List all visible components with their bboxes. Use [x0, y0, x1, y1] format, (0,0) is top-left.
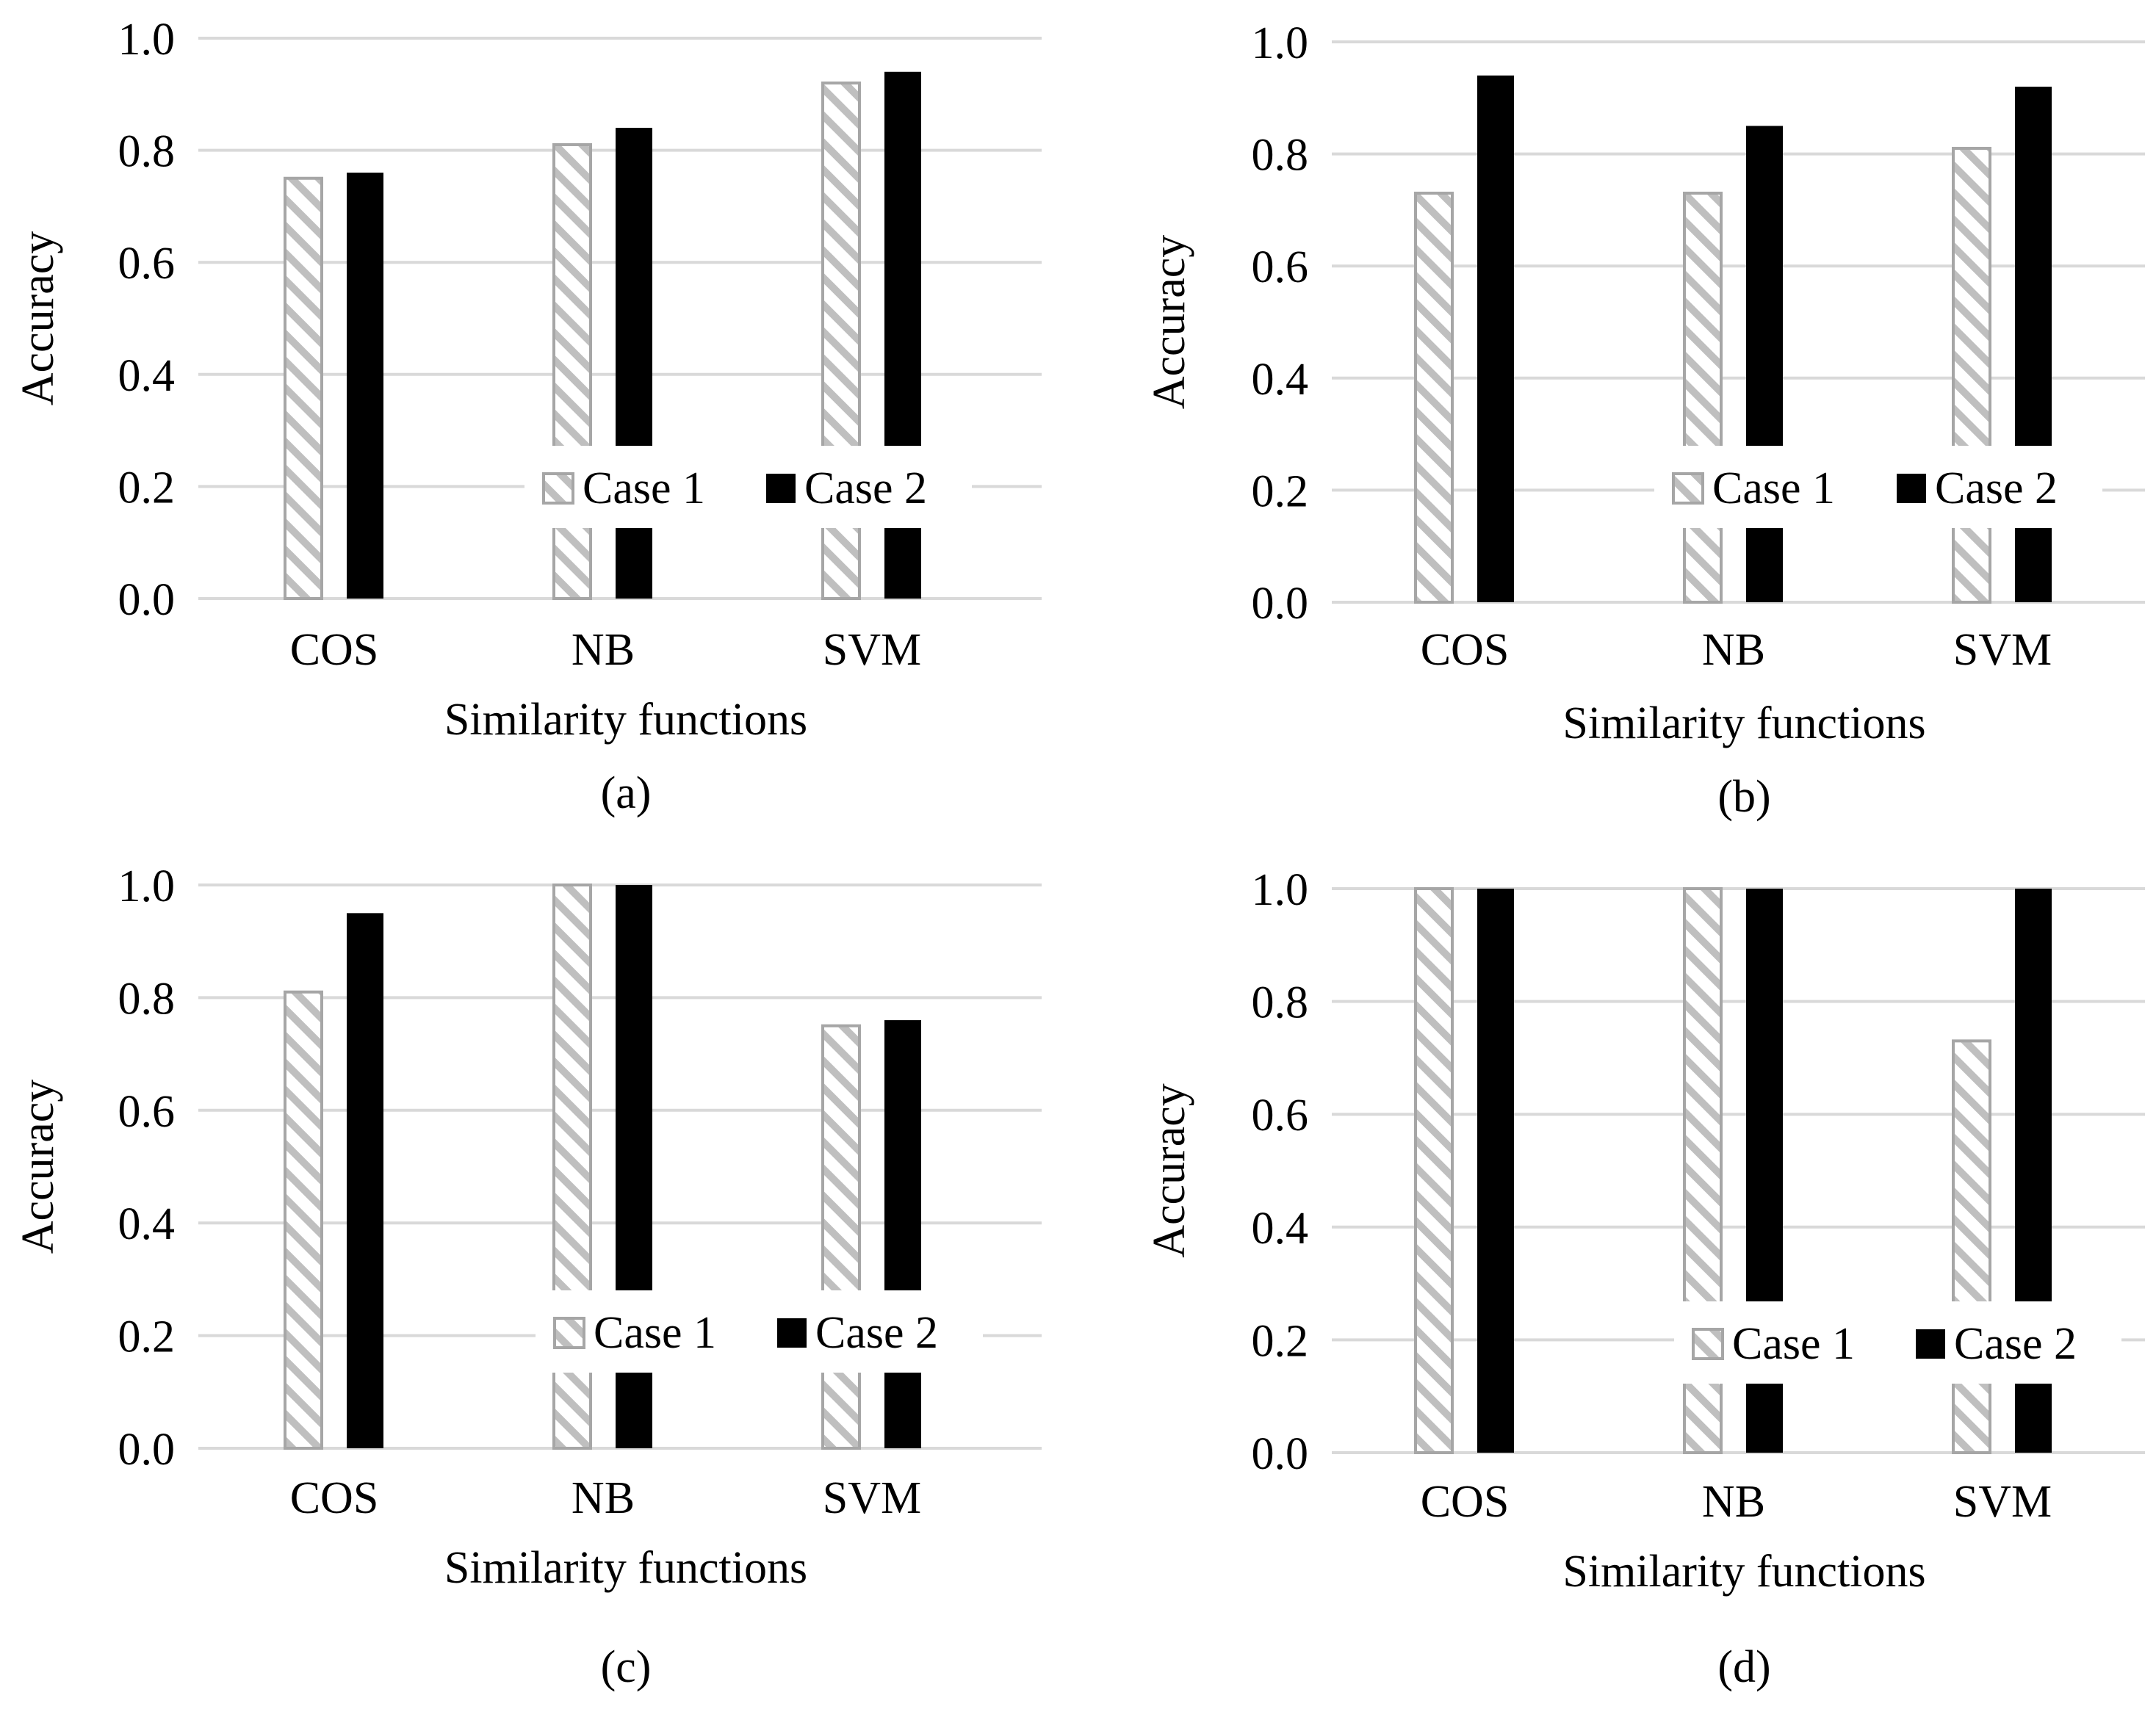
- panel-label: (a): [601, 768, 652, 818]
- legend-label-case2: Case 2: [1954, 1319, 2077, 1369]
- legend: Case 1 Case 2: [1674, 1301, 2121, 1384]
- legend-swatch-case1: [542, 472, 574, 505]
- y-tick-label: 1.0: [1252, 18, 1309, 68]
- bar-case1-nb: [1683, 192, 1723, 604]
- y-tick-label: 1.0: [118, 861, 176, 911]
- x-tick-label: NB: [1702, 625, 1765, 675]
- y-tick-label: 1.0: [118, 15, 176, 65]
- legend-label-case1: Case 1: [1712, 463, 1835, 513]
- bar-case1-nb: [552, 142, 592, 601]
- legend-swatch-case1: [1692, 1328, 1724, 1360]
- y-tick-label: 0.6: [118, 1087, 176, 1137]
- y-axis-label: Accuracy: [13, 1080, 63, 1254]
- legend: Case 1 Case 2: [1654, 446, 2102, 528]
- y-tick-label: 0.2: [118, 1312, 176, 1362]
- legend-swatch-case2: [777, 1318, 807, 1348]
- y-tick-label: 0.4: [1252, 1204, 1309, 1254]
- y-axis-label: Accuracy: [1144, 235, 1194, 410]
- y-tick-label: 0.6: [118, 239, 176, 289]
- y-tick-label: 0.8: [1252, 978, 1309, 1028]
- chart-panel-2: 0.0 0.2 0.4 0.6 0.8 1.0 Accuracy COS NB SVM Simila…: [1144, 18, 2145, 822]
- x-axis-label: Similarity functions: [444, 695, 807, 745]
- legend-label-case2: Case 2: [804, 463, 927, 513]
- x-tick-label: COS: [1421, 1477, 1510, 1527]
- x-axis-label: Similarity functions: [1562, 698, 1925, 748]
- y-tick-label: 0.0: [1252, 579, 1309, 629]
- legend: Case 1 Case 2: [536, 1290, 983, 1373]
- panel-label: (b): [1717, 772, 1770, 822]
- y-tick-label: 0.8: [1252, 131, 1309, 181]
- x-tick-label: COS: [290, 1473, 379, 1523]
- x-tick-label: NB: [572, 625, 635, 675]
- y-tick-label: 0.2: [1252, 1316, 1309, 1366]
- legend-background: [1654, 446, 2102, 528]
- legend-swatch-case1: [553, 1317, 585, 1349]
- panel-label: (d): [1717, 1642, 1770, 1692]
- legend-label-case2: Case 2: [815, 1308, 938, 1358]
- legend-swatch-case1: [1672, 472, 1704, 505]
- legend-swatch-case2: [1897, 474, 1926, 503]
- y-tick-label: 0.0: [118, 575, 176, 625]
- bar-case2-nb: [1746, 126, 1783, 602]
- y-tick-label: 0.0: [118, 1425, 176, 1475]
- y-tick-label: 0.2: [118, 463, 176, 513]
- legend-swatch-case2: [1916, 1329, 1945, 1359]
- y-tick-label: 0.4: [118, 351, 176, 401]
- legend: Case 1 Case 2: [524, 446, 972, 528]
- y-tick-label: 0.2: [1252, 466, 1309, 516]
- x-axis-label: Similarity functions: [1562, 1547, 1925, 1597]
- x-tick-label: COS: [290, 625, 379, 675]
- bar-case2-cos: [1477, 75, 1514, 602]
- y-axis-label: Accuracy: [1144, 1083, 1194, 1258]
- legend-background: [1674, 1301, 2121, 1384]
- x-tick-label: SVM: [823, 1473, 921, 1523]
- bar-case2-cos: [347, 913, 383, 1448]
- y-axis-label: Accuracy: [13, 231, 63, 406]
- legend-label-case1: Case 1: [583, 463, 705, 513]
- x-axis-label: Similarity functions: [444, 1543, 807, 1593]
- x-tick-label: SVM: [1953, 625, 2052, 675]
- y-tick-label: 0.6: [1252, 1091, 1309, 1141]
- bar-case1-cos: [1414, 887, 1454, 1454]
- x-tick-label: NB: [1702, 1477, 1765, 1527]
- legend-background: [524, 446, 972, 528]
- y-tick-label: 0.8: [118, 974, 176, 1024]
- chart-panel-1: 0.0 0.2 0.4 0.6 0.8 1.0 Accuracy COS NB SVM Simila…: [13, 15, 1042, 818]
- x-tick-label: COS: [1421, 625, 1510, 675]
- bar-case1-svm: [1952, 146, 1991, 604]
- legend-swatch-case2: [766, 474, 796, 503]
- bar-case1-svm: [821, 1024, 861, 1450]
- bar-case1-svm: [1952, 1039, 1991, 1454]
- x-tick-label: SVM: [1953, 1477, 2052, 1527]
- y-tick-label: 0.0: [1252, 1429, 1309, 1479]
- y-tick-label: 1.0: [1252, 865, 1309, 915]
- y-tick-label: 0.4: [1252, 355, 1309, 405]
- chart-panel-4: 0.0 0.2 0.4 0.6 0.8 1.0 Accuracy COS NB SVM Simila…: [1144, 865, 2145, 1692]
- bar-case1-cos: [284, 176, 323, 600]
- y-tick-label: 0.6: [1252, 242, 1309, 292]
- bar-case1-cos: [1414, 192, 1454, 604]
- bar-case2-cos: [347, 173, 383, 599]
- legend-label-case1: Case 1: [594, 1308, 716, 1358]
- bar-case2-svm: [884, 1020, 921, 1448]
- chart-panel-3: 0.0 0.2 0.4 0.6 0.8 1.0 Accuracy COS NB SVM Simila…: [13, 861, 1042, 1692]
- legend-label-case2: Case 2: [1935, 463, 2058, 513]
- legend-label-case1: Case 1: [1732, 1319, 1855, 1369]
- legend-background: [536, 1290, 983, 1373]
- bar-case2-cos: [1477, 889, 1514, 1453]
- y-tick-label: 0.4: [118, 1199, 176, 1249]
- x-tick-label: NB: [572, 1473, 635, 1523]
- y-tick-label: 0.8: [118, 127, 176, 177]
- panel-label: (c): [601, 1642, 652, 1692]
- bar-case1-cos: [284, 990, 323, 1450]
- x-tick-label: SVM: [823, 625, 921, 675]
